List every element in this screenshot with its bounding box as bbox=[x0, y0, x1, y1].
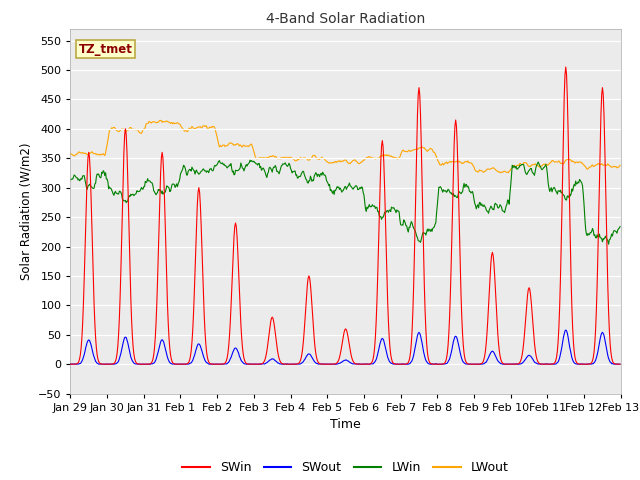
Y-axis label: Solar Radiation (W/m2): Solar Radiation (W/m2) bbox=[19, 143, 33, 280]
Text: TZ_tmet: TZ_tmet bbox=[79, 43, 132, 56]
X-axis label: Time: Time bbox=[330, 418, 361, 431]
Legend: SWin, SWout, LWin, LWout: SWin, SWout, LWin, LWout bbox=[177, 456, 514, 480]
Title: 4-Band Solar Radiation: 4-Band Solar Radiation bbox=[266, 12, 425, 26]
